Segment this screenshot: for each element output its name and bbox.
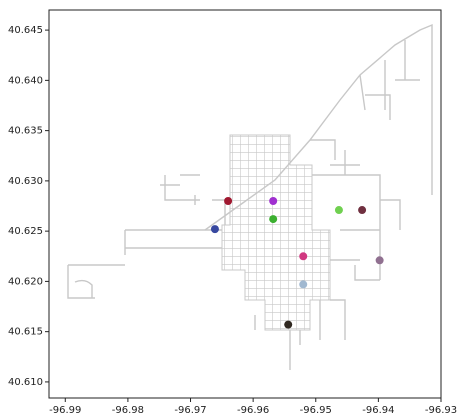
road-network <box>67 23 433 370</box>
location-point <box>210 225 219 234</box>
y-tick-label: 40.630 <box>8 176 43 187</box>
x-tick-label: -96.96 <box>237 405 269 415</box>
x-tick-label: -96.94 <box>362 405 394 415</box>
plot-frame <box>48 9 442 399</box>
y-tick-label: 40.615 <box>8 327 43 338</box>
location-point <box>224 196 233 205</box>
y-tick-label: 40.610 <box>8 377 43 388</box>
x-tick-label: -96.95 <box>300 405 332 415</box>
y-tick-label: 40.620 <box>8 276 43 287</box>
x-tick-label: -96.98 <box>112 405 144 415</box>
location-point <box>334 206 343 215</box>
location-point <box>375 256 384 265</box>
location-point <box>299 252 308 261</box>
y-tick-label: 40.645 <box>8 25 43 36</box>
y-tick-label: 40.640 <box>8 75 43 86</box>
location-point <box>299 280 308 289</box>
location-point <box>284 320 293 329</box>
x-tick-label: -96.99 <box>49 405 81 415</box>
y-tick-label: 40.625 <box>8 226 43 237</box>
location-point <box>269 196 278 205</box>
location-point <box>269 215 278 224</box>
x-tick-label: -96.97 <box>174 405 206 415</box>
location-point <box>358 206 367 215</box>
x-tick-label: -96.93 <box>425 405 457 415</box>
y-tick-label: 40.635 <box>8 126 43 137</box>
